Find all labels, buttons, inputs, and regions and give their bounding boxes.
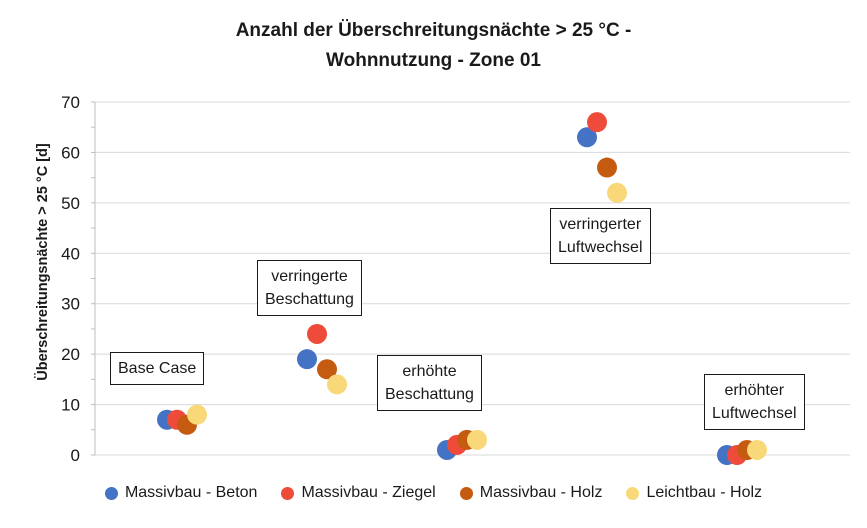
legend-item-ziegel: Massivbau - Ziegel bbox=[281, 484, 436, 502]
legend-item-leichtbau-holz: Leichtbau - Holz bbox=[626, 484, 762, 502]
data-point bbox=[467, 429, 487, 450]
y-tick-label: 50 bbox=[61, 194, 80, 213]
annotation-line: erhöhter bbox=[724, 382, 785, 399]
chart-title-line-2: Wohnnutzung - Zone 01 bbox=[326, 50, 541, 71]
legend-label: Massivbau - Beton bbox=[124, 484, 258, 501]
annotation-line: Beschattung bbox=[385, 386, 474, 403]
data-point bbox=[587, 112, 607, 133]
annotation-erhoehter-luftwechsel: erhöhter Luftwechsel bbox=[704, 374, 805, 430]
annotation-line: Base Case bbox=[118, 360, 197, 377]
annotation-line: Luftwechsel bbox=[712, 405, 797, 422]
y-tick-label: 20 bbox=[61, 345, 80, 364]
annotation-line: verringerter bbox=[559, 216, 642, 233]
legend-swatch bbox=[281, 486, 295, 500]
annotation-erhoehte-beschattung: erhöhte Beschattung bbox=[377, 355, 482, 411]
annotation-line: Luftwechsel bbox=[558, 239, 643, 256]
legend-label: Leichtbau - Holz bbox=[646, 484, 763, 501]
data-point bbox=[577, 127, 597, 148]
chart-title-line-1: Anzahl der Überschreitungsnächte > 25 °C… bbox=[235, 20, 632, 41]
y-tick-label: 70 bbox=[61, 93, 80, 112]
data-point bbox=[747, 439, 767, 460]
data-point bbox=[297, 349, 317, 370]
y-tick-label: 40 bbox=[61, 244, 80, 263]
y-tick-label: 60 bbox=[61, 143, 80, 162]
chart-legend: Massivbau - Beton Massivbau - Ziegel Mas… bbox=[0, 484, 867, 502]
data-point bbox=[317, 359, 337, 380]
chart-title: Anzahl der Überschreitungsnächte > 25 °C… bbox=[0, 16, 867, 76]
data-point bbox=[327, 374, 347, 395]
data-point bbox=[187, 404, 207, 425]
data-point bbox=[307, 323, 327, 344]
legend-label: Massivbau - Ziegel bbox=[301, 484, 436, 501]
data-point bbox=[597, 157, 617, 178]
annotation-line: Beschattung bbox=[265, 291, 354, 308]
legend-swatch bbox=[626, 486, 640, 500]
legend-swatch bbox=[104, 486, 118, 500]
annotation-line: verringerte bbox=[271, 268, 348, 285]
legend-item-beton: Massivbau - Beton bbox=[104, 484, 258, 502]
y-tick-label: 30 bbox=[61, 295, 80, 314]
annotation-base-case: Base Case bbox=[110, 352, 205, 385]
legend-item-massiv-holz: Massivbau - Holz bbox=[459, 484, 603, 502]
y-tick-label: 0 bbox=[71, 446, 80, 465]
legend-label: Massivbau - Holz bbox=[479, 484, 603, 501]
y-tick-label: 10 bbox=[61, 396, 80, 415]
legend-swatch bbox=[459, 486, 473, 500]
annotation-line: erhöhte bbox=[402, 363, 457, 380]
annotation-verringerte-beschattung: verringerte Beschattung bbox=[257, 260, 362, 316]
annotation-verringerter-luftwechsel: verringerter Luftwechsel bbox=[550, 208, 651, 264]
data-point bbox=[607, 182, 627, 203]
